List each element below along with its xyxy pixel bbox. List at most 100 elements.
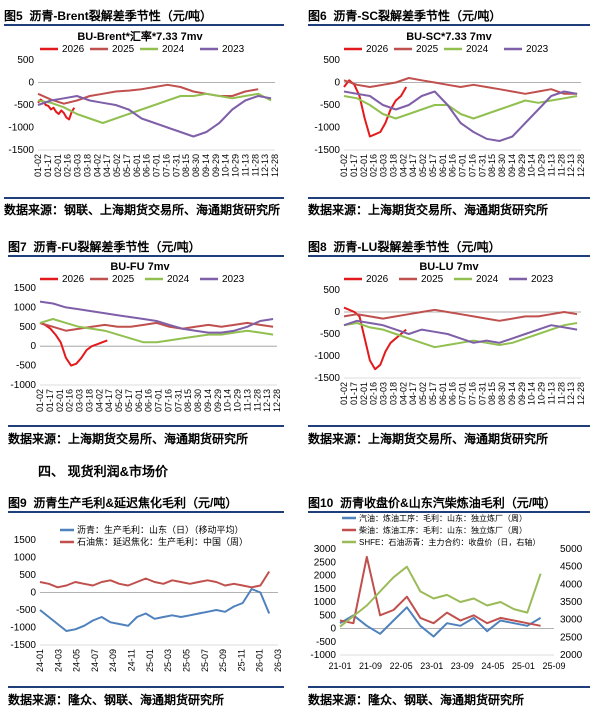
- source-note-10: 数据来源：隆众、钢联、海通期货研究所: [308, 693, 525, 707]
- chart-bu-fu: BU-FU 7mv 2026 2025 2024 2023 1500 1000 500 0 -50…: [10, 261, 282, 412]
- x-tick-label: 08-30: [497, 154, 507, 177]
- title-rule: [308, 255, 590, 257]
- title-rule: [8, 255, 284, 257]
- x-tick-label: 12-13: [262, 389, 272, 412]
- x-tick-label: 09-14: [203, 389, 213, 412]
- series-line: [343, 322, 578, 349]
- x-tick-label: 01-17: [43, 154, 53, 177]
- figure-title-10: 图10 沥青收盘价&山东汽柴炼油毛利（元/吨）: [308, 496, 557, 510]
- legend-label: 2024: [466, 44, 489, 55]
- x-tick-label: 07-31: [477, 154, 487, 177]
- legend-label: 2025: [416, 44, 439, 55]
- x-tick-label: 11-28: [252, 389, 262, 411]
- x-tick-label: 08-15: [181, 154, 191, 177]
- x-tick-label: 03-18: [84, 389, 94, 412]
- x-tick-label: 08-15: [487, 154, 497, 177]
- chart-bu-lu: BU-LU 7mv 2026 2025 2024 2023 500 0 -500 -1000 -1…: [314, 261, 586, 405]
- x-tick-label: 02-16: [65, 389, 75, 412]
- x-tick-label: 09-29: [213, 389, 223, 412]
- figure-title-7: 图7 沥青-FU裂解差季节性（元/吨）: [8, 240, 201, 254]
- legend-label: 沥青：生产毛利：山东（日）（移动平均）: [77, 524, 244, 535]
- x-tick-label: 07-31: [477, 382, 487, 405]
- x-tick-label: 06-01: [134, 389, 144, 412]
- y-tick-label: 0: [30, 588, 36, 599]
- x-tick-label: 10-14: [527, 382, 537, 405]
- y-tick-label: 500: [17, 55, 34, 66]
- y-tick-label: 0: [28, 78, 34, 89]
- x-tick-label: 05-02: [112, 154, 122, 177]
- x-tick-label: 02-16: [369, 382, 379, 405]
- source-note-6: 数据来源：上海期货交易所、海通期货研究所: [308, 203, 549, 217]
- x-tick-label: 04-02: [92, 154, 102, 177]
- y-tick-label: -1000: [10, 623, 36, 634]
- y-tick-label: -500: [316, 637, 336, 648]
- x-tick-label: 02-01: [55, 389, 65, 412]
- series-line: [343, 90, 578, 142]
- y2-tick-label: 4500: [560, 562, 583, 573]
- x-tick-label: 03-18: [388, 154, 398, 177]
- y-tick-label: 0: [334, 78, 340, 89]
- x-tick-label: 03-18: [388, 382, 398, 405]
- source-note-8: 数据来源：上海期货交易所、海通期货研究所: [308, 432, 549, 446]
- series-line: [343, 77, 578, 95]
- legend-label: 2023: [526, 44, 549, 55]
- x-tick-label: 12-13: [260, 154, 270, 177]
- y2-tick-label: 3000: [560, 615, 583, 626]
- legend-label: 2025: [112, 44, 135, 55]
- figure-title-9: 图9 沥青生产毛利&延迟焦化毛利（元/吨）: [8, 496, 238, 510]
- x-tick-label: 02-01: [359, 382, 369, 405]
- chart-production-margin: 沥青：生产毛利：山东（日）（移动平均）石油焦：延迟焦化：生产毛利：中国（周） 15…: [10, 524, 283, 672]
- source-note-9: 数据来源：隆众、钢联、海通期货研究所: [8, 693, 225, 707]
- x-tick-label: 25-01: [512, 661, 535, 671]
- x-tick-label: 04-17: [408, 382, 418, 405]
- x-tick-label: 01-02: [35, 389, 45, 412]
- x-tick-label: 05-17: [124, 389, 134, 412]
- x-tick-label: 04-17: [408, 154, 418, 177]
- x-tick-label: 11-28: [556, 154, 566, 176]
- source-rule: [4, 197, 284, 199]
- title-rule: [4, 24, 284, 26]
- y-tick-label: 500: [19, 570, 36, 581]
- chart-bu-sc: BU-SC*7.33 7mv 2026 2025 2024 2023 500 0 -500 -1…: [314, 31, 586, 177]
- source-rule: [308, 425, 590, 427]
- x-tick-label: 09-14: [507, 154, 517, 177]
- source-rule: [8, 425, 284, 427]
- y-tick-label: -1500: [10, 640, 36, 651]
- x-tick-label: 07-01: [152, 154, 162, 177]
- x-tick-label: 24-01: [35, 649, 45, 672]
- x-tick-label: 25-09: [542, 661, 565, 671]
- x-tick-label: 01-02: [33, 154, 43, 177]
- x-tick-label: 23-01: [420, 661, 443, 671]
- x-tick-label: 05-02: [418, 154, 428, 177]
- x-tick-label: 24-09: [108, 649, 118, 672]
- series-line: [339, 555, 541, 627]
- y2-tick-label: 2500: [560, 632, 583, 643]
- x-tick-label: 12-28: [270, 154, 280, 177]
- x-tick-label: 05-02: [114, 389, 124, 412]
- x-tick-label: 04-02: [398, 154, 408, 177]
- x-tick-label: 10-29: [537, 154, 547, 177]
- y-tick-label: -1000: [314, 351, 340, 362]
- legend-label: 2026: [366, 44, 389, 55]
- y-tick-label: -500: [16, 361, 36, 372]
- x-tick-label: 10-29: [231, 154, 241, 177]
- x-tick-label: 06-16: [142, 154, 152, 177]
- series-line: [343, 95, 578, 120]
- x-tick-label: 25-01: [145, 649, 155, 672]
- chart-title: BU-FU 7mv: [110, 261, 170, 273]
- y-tick-label: 1500: [14, 283, 37, 294]
- x-tick-label: 01-17: [349, 382, 359, 405]
- x-tick-label: 11-28: [556, 382, 566, 404]
- chart-title: BU-SC*7.33 7mv: [406, 31, 492, 43]
- y-tick-label: 500: [19, 322, 36, 333]
- x-tick-label: 21-09: [359, 661, 382, 671]
- x-tick-label: 01-02: [339, 154, 349, 177]
- x-tick-label: 06-16: [448, 154, 458, 177]
- x-tick-label: 25-09: [218, 649, 228, 672]
- x-tick-label: 03-03: [73, 154, 83, 177]
- x-tick-label: 03-18: [82, 154, 92, 177]
- x-tick-label: 23-09: [451, 661, 474, 671]
- section-heading: 四、 现货利润&市场价: [38, 464, 169, 479]
- legend-label: 2023: [222, 274, 245, 285]
- x-tick-label: 04-17: [102, 154, 112, 177]
